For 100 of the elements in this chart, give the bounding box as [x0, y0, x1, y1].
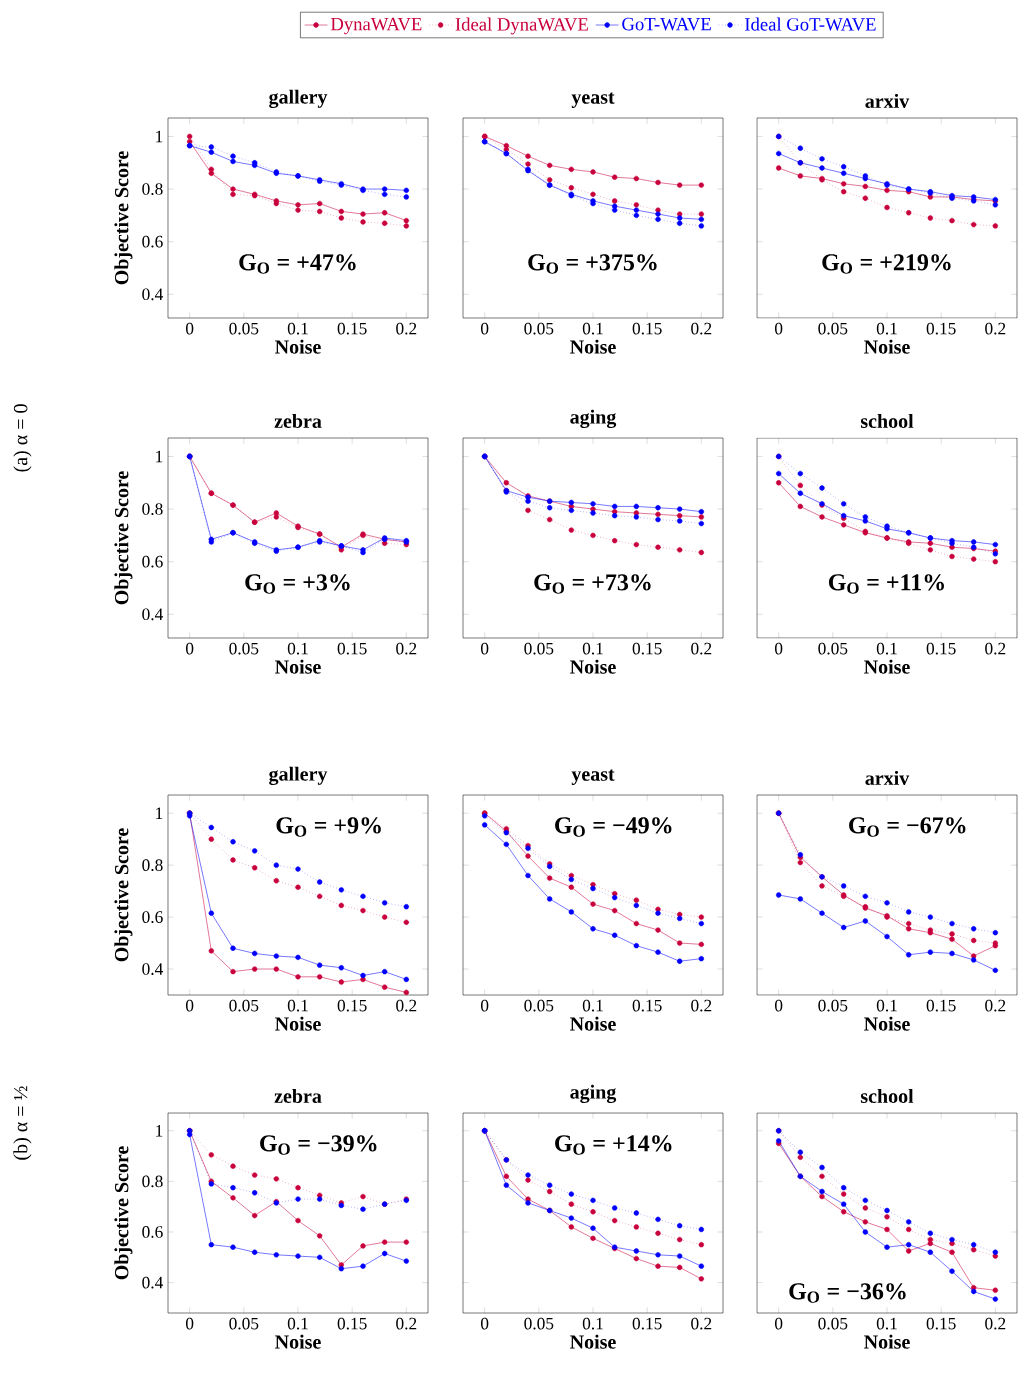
x-tick-label: 0.1 [582, 642, 603, 655]
x-tick-label: 0 [186, 1317, 194, 1330]
x-tick-label: 0.1 [287, 999, 308, 1012]
x-tick-label: 0.1 [876, 999, 897, 1012]
annotation: G$_{O}$ = −49% [555, 817, 672, 837]
annotation: G$_{O}$ = +9% [276, 817, 381, 837]
annotation: G$_{O}$ = +219% [822, 254, 951, 274]
x-tick-label: 0.2 [985, 1317, 1006, 1330]
x-tick-label: 0.15 [926, 322, 956, 335]
x-tick-label: 0.05 [524, 999, 554, 1012]
x-tick-label: 0 [481, 642, 489, 655]
x-tick-label: 0 [186, 322, 194, 335]
x-tick-label: 0.15 [337, 642, 367, 655]
chart-title: zebra [274, 1088, 322, 1103]
x-tick-label: 0.1 [287, 1317, 308, 1330]
x-tick-label: 0.15 [632, 1317, 662, 1330]
x-tick-label: 0.05 [818, 999, 848, 1012]
y-axis-title: Objective Score [114, 151, 133, 285]
x-tick-label: 0 [775, 999, 783, 1012]
x-axis-title: Noise [864, 1016, 910, 1031]
annotation: G$_{O}$ = +3% [245, 574, 350, 594]
y-tick-label: 0.6 [142, 1226, 163, 1238]
x-tick-label: 0.15 [926, 999, 956, 1012]
y-tick-label: 0.4 [142, 963, 164, 975]
y-tick-label: 0.6 [142, 235, 163, 248]
x-tick-label: 0.05 [524, 322, 554, 335]
x-tick-label: 0.15 [632, 642, 662, 655]
x-tick-label: 0.15 [337, 999, 367, 1012]
x-axis-title: Noise [275, 339, 321, 354]
x-tick-label: 0.1 [287, 642, 308, 655]
annotation: G$_{O}$ = +47% [239, 254, 356, 274]
x-tick-label: 0.2 [396, 1317, 417, 1330]
x-tick-label: 0.1 [582, 322, 603, 335]
chart-title: arxiv [865, 770, 910, 785]
x-tick-label: 0.2 [396, 999, 417, 1012]
x-axis-title: Noise [275, 1016, 321, 1031]
annotation: G$_{O}$ = +375% [528, 254, 657, 274]
x-tick-label: 0.2 [985, 322, 1006, 335]
chart-title: zebra [274, 413, 322, 428]
x-tick-label: 0.15 [632, 322, 662, 335]
x-tick-label: 0.1 [876, 322, 897, 335]
legend-label: Ideal GoT-WAVE [745, 17, 876, 31]
chart-title: school [860, 1088, 914, 1103]
y-tick-label: 0.6 [142, 555, 163, 568]
x-tick-label: 0.2 [396, 642, 417, 655]
y-tick-label: 0.4 [142, 288, 164, 301]
x-tick-label: 0.05 [229, 1317, 259, 1330]
x-tick-label: 0.05 [229, 999, 259, 1012]
chart-title: gallery [269, 89, 328, 108]
y-axis-title: Objective Score [114, 471, 133, 605]
x-tick-label: 0.05 [229, 322, 259, 335]
annotation: G$_{O}$ = +11% [828, 574, 944, 594]
x-axis-title: Noise [570, 339, 616, 354]
x-tick-label: 0.2 [691, 999, 712, 1012]
x-axis-title: Noise [570, 659, 616, 674]
x-tick-label: 0 [775, 1317, 783, 1330]
x-tick-label: 0.05 [524, 642, 554, 655]
x-tick-label: 0 [775, 322, 783, 335]
x-tick-label: 0.1 [876, 642, 897, 655]
legend-label: DynaWAVE [330, 17, 422, 35]
x-tick-label: 0.1 [876, 1317, 897, 1330]
x-tick-label: 0.15 [926, 642, 956, 655]
x-axis-title: Noise [864, 339, 910, 354]
y-tick-label: 0.4 [142, 1276, 164, 1289]
x-axis-title: Noise [570, 1016, 616, 1031]
x-tick-label: 0.2 [396, 322, 417, 335]
x-tick-label: 0.15 [632, 999, 662, 1012]
annotation: G$_{O}$ = +73% [534, 574, 651, 594]
annotation: G$_{O}$ = +14% [555, 1135, 672, 1155]
x-axis-title: Noise [275, 659, 321, 674]
annotation: G$_{O}$ = −67% [849, 817, 966, 837]
x-tick-label: 0.05 [818, 322, 848, 335]
chart-title: gallery [269, 766, 328, 785]
x-tick-label: 0.05 [524, 1317, 554, 1330]
y-axis-title: Objective Score [114, 1146, 133, 1280]
chart-title: aging [570, 1084, 617, 1103]
chart-title: yeast [571, 769, 615, 785]
y-tick-label: 0.4 [142, 608, 164, 621]
x-axis-title: Noise [570, 1334, 616, 1349]
x-tick-label: 0.2 [985, 999, 1006, 1012]
y-tick-label: 0.8 [142, 1175, 163, 1188]
x-tick-label: 0.2 [985, 642, 1006, 655]
y-tick-label: 1 [156, 1125, 163, 1137]
y-tick-label: 0.8 [142, 183, 163, 195]
x-tick-label: 0.15 [926, 1317, 956, 1330]
x-axis-title: Noise [275, 1334, 321, 1349]
x-tick-label: 0.1 [582, 1317, 603, 1330]
x-tick-label: 0.1 [582, 999, 603, 1012]
text: (b) α = ½ [13, 1086, 32, 1160]
x-tick-label: 0.05 [229, 642, 259, 655]
x-tick-label: 0 [481, 999, 489, 1012]
x-axis-title: Noise [864, 1334, 910, 1349]
annotation: G$_{O}$ = −39% [260, 1135, 377, 1155]
chart-title: school [860, 413, 914, 428]
annotation: G$_{O}$ = −36% [789, 1283, 906, 1303]
x-tick-label: 0.15 [337, 1317, 367, 1330]
x-tick-label: 0.05 [818, 1317, 848, 1330]
y-tick-label: 1 [156, 450, 163, 463]
x-tick-label: 0 [186, 999, 194, 1012]
y-tick-label: 0.8 [142, 859, 163, 872]
